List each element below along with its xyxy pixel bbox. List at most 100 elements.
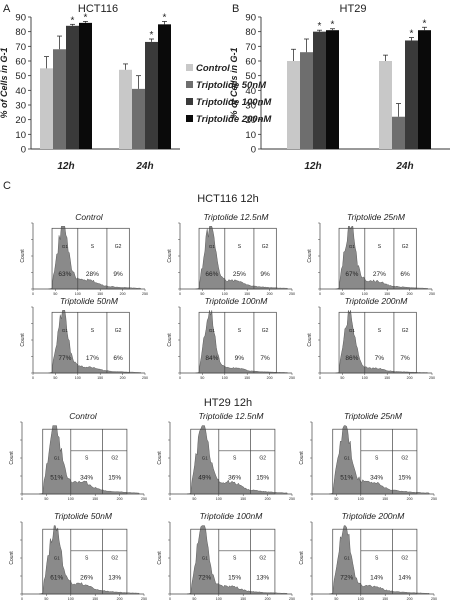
flow-panel: Triptolide 100nM 0 50 100 150 200 250 Count G1 S G…	[157, 511, 295, 600]
flow-x-tick-label: 250	[431, 597, 437, 600]
g2-percentage: 14%	[398, 575, 411, 582]
legend-label: Control	[196, 63, 230, 74]
chart-title: HCT116	[78, 3, 118, 15]
panel-label-b: B	[232, 3, 239, 15]
flow-x-tick-label: 0	[311, 497, 313, 501]
flow-x-tick-label: 150	[92, 597, 98, 600]
legend: Control Triptolide 50nM Triptolide 100nM Tr…	[186, 63, 272, 125]
g2-percentage: 13%	[256, 575, 269, 582]
flow-histograms: Control 0 50 100 150 200 250 Count G1 S G2 63% 28% 9%…	[9, 212, 437, 600]
flow-x-tick-label: 200	[407, 292, 413, 296]
bar	[40, 68, 53, 149]
region-label-s: S	[378, 244, 382, 250]
gate-box	[338, 311, 417, 374]
flow-panel-title: Triptolide 200nM	[345, 296, 409, 306]
region-label-g2: G2	[401, 555, 408, 561]
bar	[326, 30, 339, 150]
gate-box	[198, 227, 277, 290]
g2-percentage: 6%	[113, 355, 123, 362]
flow-x-tick-label: 150	[384, 376, 390, 380]
y-tick-label: 0	[251, 145, 256, 156]
flow-x-tick-label: 0	[179, 292, 181, 296]
flow-panel-title: Triptolide 50nM	[54, 511, 113, 521]
y-tick-label: 50	[245, 71, 256, 82]
bar	[379, 61, 392, 149]
region-label-g1: G1	[54, 455, 61, 460]
flow-x-tick-label: 250	[429, 376, 435, 380]
region-label-s: S	[238, 244, 242, 250]
bar	[287, 61, 300, 149]
flow-x-tick-label: 250	[289, 597, 295, 600]
flow-x-tick-label: 0	[319, 376, 321, 380]
g1-percentage: 66%	[205, 271, 218, 278]
flow-panel-title: Triptolide 100nM	[205, 296, 269, 306]
legend-label: Triptolide 100nM	[196, 97, 272, 108]
y-tick-label: 20	[15, 115, 26, 126]
category-label: 24h	[395, 161, 413, 172]
g1-percentage: 84%	[205, 355, 218, 362]
flow-y-axis-label: Count	[299, 551, 305, 565]
gate-box	[190, 428, 276, 495]
flow-x-tick-label: 0	[169, 597, 171, 600]
flow-histogram	[335, 310, 428, 374]
flow-x-tick-label: 100	[222, 376, 228, 380]
panel-label-a: A	[3, 3, 11, 15]
category-label: 12h	[304, 161, 321, 172]
region-label-s: S	[233, 555, 237, 561]
flow-x-tick-label: 200	[407, 497, 413, 501]
flow-histogram	[38, 525, 140, 595]
y-axis-label: % of Cells in G-1	[0, 47, 9, 118]
s-percentage: 25%	[233, 271, 246, 278]
region-label-g2: G2	[259, 555, 266, 561]
flow-x-tick-label: 50	[340, 292, 344, 296]
flow-histogram	[195, 226, 288, 290]
flow-x-tick-label: 50	[200, 292, 204, 296]
flow-x-tick-label: 100	[362, 376, 368, 380]
flow-panel: Triptolide 200nM 0 50 100 150 200 250 Count G1 S G…	[299, 511, 437, 600]
flow-x-tick-label: 150	[97, 292, 103, 296]
flow-panel: Triptolide 25nM 0 50 100 150 200 250 Count G1 S G2…	[299, 411, 437, 501]
flow-x-tick-label: 200	[267, 376, 273, 380]
flow-x-tick-label: 250	[429, 292, 435, 296]
flow-x-tick-label: 150	[382, 597, 388, 600]
region-label-s: S	[91, 244, 95, 250]
significance-mark: *	[423, 18, 427, 29]
region-label-g2: G2	[402, 244, 409, 250]
region-label-g1: G1	[202, 455, 209, 460]
flow-x-tick-label: 200	[265, 597, 271, 600]
s-percentage: 27%	[373, 271, 386, 278]
flow-x-tick-label: 0	[32, 292, 34, 296]
bar	[158, 24, 171, 149]
g2-percentage: 6%	[400, 271, 410, 278]
g1-percentage: 86%	[345, 355, 358, 362]
flow-x-tick-label: 200	[117, 597, 123, 600]
flow-x-tick-label: 100	[222, 292, 228, 296]
panel-label-c: C	[3, 180, 11, 192]
flow-x-tick-label: 150	[244, 292, 250, 296]
flow-x-tick-label: 50	[340, 376, 344, 380]
flow-histogram	[328, 425, 430, 495]
flow-x-tick-label: 150	[240, 597, 246, 600]
flow-x-tick-label: 200	[265, 497, 271, 501]
significance-mark: *	[71, 15, 75, 26]
g1-percentage: 77%	[58, 355, 71, 362]
flow-x-tick-label: 150	[384, 292, 390, 296]
y-tick-label: 60	[245, 57, 256, 68]
flow-x-tick-label: 200	[120, 376, 126, 380]
significance-mark: *	[410, 29, 414, 40]
flow-x-tick-label: 100	[358, 597, 364, 600]
flow-x-tick-label: 250	[141, 597, 147, 600]
flow-panel: Control 0 50 100 150 200 250 Count G1 S G2 63% 28% 9%	[20, 212, 148, 296]
y-tick-label: 30	[245, 101, 256, 112]
g2-percentage: 15%	[256, 475, 269, 482]
legend-swatch	[186, 81, 193, 88]
g1-percentage: 49%	[198, 475, 211, 482]
flow-x-tick-label: 200	[407, 376, 413, 380]
flow-x-tick-label: 50	[53, 292, 57, 296]
flow-y-axis-label: Count	[9, 451, 15, 465]
flow-panel-title: Control	[75, 212, 104, 222]
flow-x-tick-label: 50	[44, 597, 48, 600]
flow-histogram	[328, 525, 430, 595]
gate-box	[338, 227, 417, 290]
flow-panel-title: Triptolide 200nM	[342, 511, 406, 521]
